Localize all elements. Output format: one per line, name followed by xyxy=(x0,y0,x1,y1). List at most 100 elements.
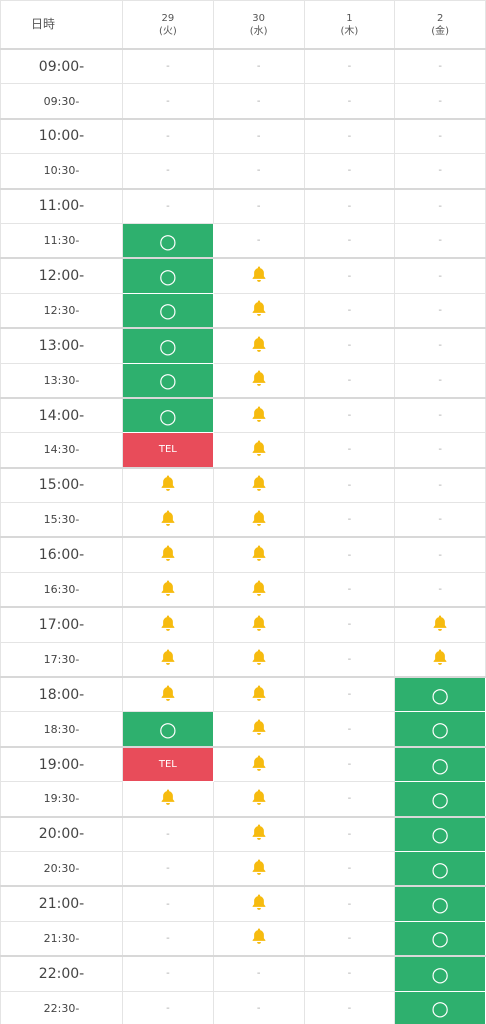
slot-dash: - xyxy=(394,257,486,294)
time-row: 18:00- - ○ xyxy=(0,676,486,713)
bell-icon xyxy=(252,649,265,666)
slot-bell[interactable] xyxy=(394,641,486,678)
slot-bell[interactable] xyxy=(394,606,486,643)
bell-icon xyxy=(252,719,265,735)
bell-icon xyxy=(252,266,265,282)
slot-bell[interactable] xyxy=(122,606,214,643)
bell-icon xyxy=(161,475,175,492)
slot-bell[interactable] xyxy=(212,432,305,469)
slot-bell[interactable] xyxy=(122,781,214,818)
time-row: 13:30- ○ - - xyxy=(0,362,486,399)
slot-ok[interactable]: ○ xyxy=(122,292,214,329)
slot-dash: - xyxy=(303,885,396,922)
slot-bell[interactable] xyxy=(212,571,305,608)
time-label: 11:30- xyxy=(0,222,123,259)
slot-dash: - xyxy=(122,815,214,852)
slot-ok[interactable]: ○ xyxy=(394,781,486,818)
slot-dash: - xyxy=(212,48,305,85)
slot-tel[interactable]: TEL xyxy=(122,432,214,469)
bell-icon xyxy=(252,336,265,352)
slot-bell[interactable] xyxy=(212,745,305,783)
bell-icon xyxy=(433,615,447,631)
slot-ok[interactable]: ○ xyxy=(122,327,214,364)
slot-dash: - xyxy=(303,257,396,294)
slot-dash: - xyxy=(394,502,486,538)
slot-dash: - xyxy=(394,292,486,329)
slot-ok[interactable]: ○ xyxy=(394,745,486,783)
slot-dash: - xyxy=(303,327,396,364)
slot-ok[interactable]: ○ xyxy=(394,990,486,1024)
slot-dash: - xyxy=(394,153,486,190)
slot-ok[interactable]: ○ xyxy=(394,815,486,852)
slot-dash: - xyxy=(212,83,305,120)
time-label: 21:00- xyxy=(0,885,123,922)
bell-icon xyxy=(252,510,265,526)
slot-bell[interactable] xyxy=(122,502,214,538)
slot-bell[interactable] xyxy=(212,466,305,504)
bell-icon xyxy=(252,789,265,805)
slot-ok[interactable]: ○ xyxy=(394,711,486,748)
slot-ok[interactable]: ○ xyxy=(122,711,214,748)
day-weekday: (金) xyxy=(431,25,450,37)
time-row: 09:30- - - - - xyxy=(0,83,486,120)
slot-ok[interactable]: ○ xyxy=(394,885,486,922)
bell-icon xyxy=(161,510,175,526)
time-row: 19:00- TEL - ○ xyxy=(0,745,486,783)
bell-icon xyxy=(252,685,265,701)
slot-dash: - xyxy=(122,955,214,992)
bell-icon xyxy=(252,406,265,422)
slot-bell[interactable] xyxy=(122,466,214,504)
time-label: 12:00- xyxy=(0,257,123,294)
header-label: 日時 xyxy=(0,0,123,50)
slot-bell[interactable] xyxy=(212,850,305,887)
slot-dash: - xyxy=(303,571,396,608)
time-label: 16:00- xyxy=(0,536,123,573)
slot-ok[interactable]: ○ xyxy=(122,257,214,294)
slot-bell[interactable] xyxy=(212,362,305,399)
slot-bell[interactable] xyxy=(212,292,305,329)
slot-dash: - xyxy=(212,222,305,259)
slot-dash: - xyxy=(212,955,305,992)
time-row: 15:30- - - xyxy=(0,502,486,538)
slot-bell[interactable] xyxy=(122,536,214,573)
slot-bell[interactable] xyxy=(212,781,305,818)
slot-bell[interactable] xyxy=(212,641,305,678)
slot-bell[interactable] xyxy=(122,676,214,713)
slot-ok[interactable]: ○ xyxy=(394,676,486,713)
slot-dash: - xyxy=(394,187,486,224)
time-row: 19:30- - ○ xyxy=(0,781,486,818)
day-weekday: (木) xyxy=(340,25,359,37)
time-row: 09:00- - - - - xyxy=(0,48,486,85)
slot-bell[interactable] xyxy=(212,396,305,434)
slot-bell[interactable] xyxy=(212,815,305,852)
slot-dash: - xyxy=(303,432,396,469)
slot-ok[interactable]: ○ xyxy=(122,222,214,259)
slot-bell[interactable] xyxy=(212,536,305,573)
slot-bell[interactable] xyxy=(212,327,305,364)
slot-bell[interactable] xyxy=(122,571,214,608)
slot-tel[interactable]: TEL xyxy=(122,745,214,783)
slot-bell[interactable] xyxy=(212,257,305,294)
slot-ok[interactable]: ○ xyxy=(394,920,486,957)
slot-bell[interactable] xyxy=(212,606,305,643)
slot-bell[interactable] xyxy=(212,920,305,957)
slot-bell[interactable] xyxy=(212,502,305,538)
time-label: 18:30- xyxy=(0,711,123,748)
slot-bell[interactable] xyxy=(122,641,214,678)
time-row: 14:30- TEL - - xyxy=(0,432,486,469)
time-label: 22:30- xyxy=(0,990,123,1024)
slot-bell[interactable] xyxy=(212,676,305,713)
time-row: 14:00- ○ - - xyxy=(0,396,486,434)
slot-ok[interactable]: ○ xyxy=(122,396,214,434)
slot-dash: - xyxy=(394,327,486,364)
time-label: 21:30- xyxy=(0,920,123,957)
slot-bell[interactable] xyxy=(212,711,305,748)
time-label: 14:00- xyxy=(0,396,123,434)
slot-dash: - xyxy=(303,641,396,678)
slot-bell[interactable] xyxy=(212,885,305,922)
time-label: 15:30- xyxy=(0,502,123,538)
slot-ok[interactable]: ○ xyxy=(394,955,486,992)
slot-ok[interactable]: ○ xyxy=(394,850,486,887)
slot-ok[interactable]: ○ xyxy=(122,362,214,399)
